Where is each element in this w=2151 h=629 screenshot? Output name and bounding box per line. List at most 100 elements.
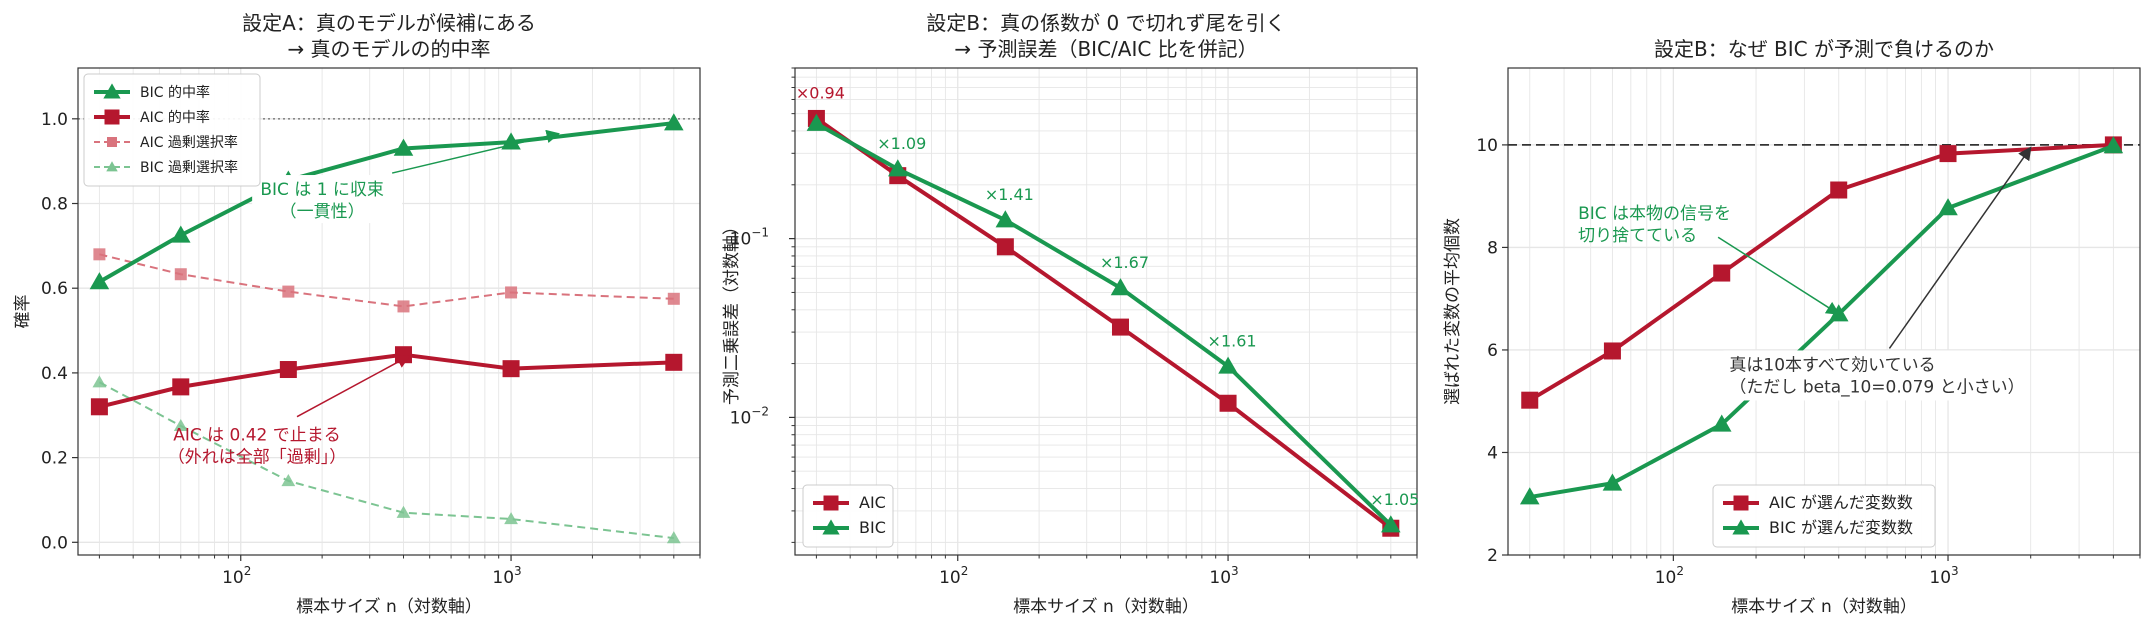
series-line	[815, 121, 1393, 527]
x-tick-label: 102	[1655, 564, 1684, 588]
annotation-text: 真は10本すべて効いている	[1729, 355, 1935, 375]
data-point	[996, 238, 1014, 256]
data-point	[1219, 394, 1237, 412]
annotation-text: 切り捨てている	[1578, 226, 1697, 246]
data-point	[1830, 181, 1848, 199]
data-point	[665, 353, 683, 371]
data-point	[666, 531, 681, 544]
y-tick-label: 8	[1487, 238, 1498, 258]
plot-frame	[1507, 67, 2141, 556]
x-tick-exponent: 2	[1676, 564, 1684, 578]
chart-title: 設定B：真の係数が 0 で切れず尾を引く	[926, 11, 1285, 35]
data-point	[174, 268, 187, 281]
annotation-text: BIC は本物の信号を	[1578, 204, 1731, 224]
data-point	[1938, 198, 1958, 216]
legend-label: AIC 過剰選択率	[140, 134, 238, 151]
ratio-label: ×1.09	[877, 134, 926, 153]
data-point	[282, 285, 295, 298]
data-point	[502, 360, 520, 378]
legend-item: AIC	[813, 493, 886, 512]
ratio-label: ×1.41	[985, 185, 1034, 204]
data-point	[92, 375, 107, 388]
ratio-label: ×1.67	[1100, 253, 1149, 272]
legend-marker	[106, 161, 118, 172]
annotation-arrow	[296, 355, 411, 418]
legend-marker	[104, 109, 120, 125]
panel-setting-a-hit-rate: 102 1030.00.20.40.60.81.0設定A：真のモデルが候補にある→…	[13, 11, 701, 617]
y-axis-label: 選ばれた変数の平均個数	[1443, 218, 1463, 405]
legend-label: AIC	[859, 493, 886, 512]
legend-item: AIC が選んだ変数数	[1723, 493, 1913, 512]
y-tick-label: 0.4	[41, 364, 68, 384]
y-tick-label: 6	[1487, 341, 1498, 361]
annotation-text: BIC は 1 に収束	[260, 180, 384, 200]
x-tick-label: 102	[222, 564, 251, 588]
series-line	[1528, 142, 2114, 402]
x-tick-label: 102	[939, 564, 968, 588]
x-tick-base: 10	[1209, 568, 1231, 588]
y-tick-label: 0.0	[41, 533, 68, 553]
plot-frame	[77, 67, 701, 556]
y-tick-label: 0.8	[41, 195, 68, 215]
data-point	[1939, 145, 1957, 163]
annotation-arrow	[1717, 236, 1840, 315]
series-2	[93, 248, 680, 313]
series-3	[92, 375, 681, 544]
legend-marker	[1732, 519, 1750, 535]
legend-item: BIC 過剰選択率	[94, 159, 238, 176]
y-tick-base: 10	[730, 230, 752, 250]
series-line	[1529, 144, 2115, 500]
x-tick-base: 10	[222, 568, 244, 588]
y-tick-exponent: −2	[751, 404, 769, 418]
y-tick-label: 10	[1476, 136, 1498, 156]
legend: AIC が選んだ変数数 BIC が選んだ変数数	[1712, 484, 1936, 548]
legend-label: BIC が選んだ変数数	[1769, 518, 1913, 537]
y-tick-label: 10−2	[730, 404, 769, 428]
chart-title: 設定B：なぜ BIC が予測で負けるのか	[1654, 37, 1994, 61]
data-point	[1521, 391, 1539, 409]
data-point	[1603, 342, 1621, 360]
data-point	[172, 378, 190, 396]
ratio-label: ×1.61	[1208, 331, 1257, 350]
annotation-text: （一貫性）	[280, 202, 365, 222]
data-point	[667, 292, 680, 305]
legend-frame	[1712, 484, 1936, 548]
x-tick-base: 10	[1655, 568, 1677, 588]
x-tick-exponent: 2	[244, 564, 252, 578]
data-point	[90, 398, 108, 416]
series-line	[99, 253, 674, 308]
annotation-arrow	[1888, 146, 2032, 349]
legend-label: BIC	[859, 518, 886, 537]
chart-title: 設定A：真のモデルが候補にある	[242, 11, 536, 35]
data-point	[1111, 318, 1129, 336]
data-point	[281, 473, 296, 487]
legend-item: BIC が選んだ変数数	[1723, 518, 1913, 537]
series-line	[815, 116, 1393, 530]
y-tick-label: 2	[1487, 546, 1498, 566]
data-point	[397, 300, 410, 313]
annotation-background	[252, 175, 403, 224]
data-point	[93, 248, 106, 261]
annotation-text: （外れは全部「過剰」）	[168, 448, 347, 468]
chart-title: → 真のモデルの的中率	[287, 37, 490, 61]
y-tick-base: 10	[730, 408, 752, 428]
y-tick-label: 4	[1487, 443, 1498, 463]
legend-marker	[823, 495, 839, 511]
data-point	[1713, 264, 1731, 282]
data-point	[505, 286, 518, 299]
x-tick-label: 103	[1209, 564, 1238, 588]
legend-marker	[822, 519, 840, 535]
ratio-label: ×0.94	[796, 83, 845, 102]
data-point	[89, 272, 110, 290]
y-tick-label: 1.0	[41, 110, 68, 130]
series-1	[1519, 136, 2124, 505]
legend-label: BIC 過剰選択率	[140, 159, 238, 176]
legend-item: AIC 過剰選択率	[94, 134, 238, 151]
legend: BIC 的中率 AIC 的中率 AIC 過剰選択率 BIC 過剰選択率	[83, 73, 261, 187]
legend-item: BIC 的中率	[94, 83, 210, 101]
data-point	[1381, 515, 1401, 533]
data-point	[1218, 356, 1238, 374]
